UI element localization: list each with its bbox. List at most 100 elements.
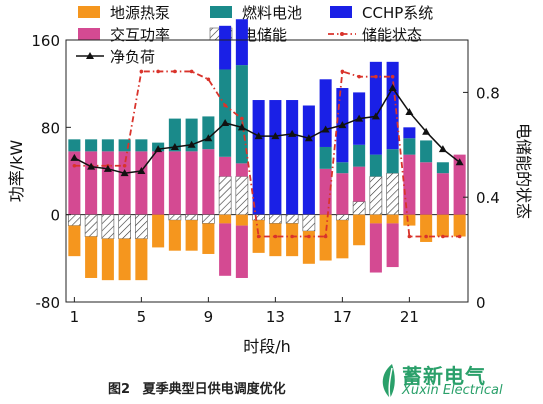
bar-fuel_cell-16 bbox=[319, 146, 332, 169]
bar-cchp-20 bbox=[386, 61, 399, 150]
bar-fuel_cell-23 bbox=[436, 162, 449, 174]
watermark-english: Xuxin Electrical bbox=[402, 383, 503, 398]
caption-number: 图2 bbox=[108, 382, 131, 397]
legend-swatch-cchp bbox=[330, 6, 352, 18]
legend-label-fuel_cell: 燃料电池 bbox=[242, 4, 302, 22]
y-tick-label-2: 80 bbox=[41, 119, 60, 137]
y-tick-label-3: 160 bbox=[31, 32, 60, 50]
bar-fuel_cell-1 bbox=[68, 139, 81, 152]
bar-ground_heat_pump-11 bbox=[235, 214, 248, 226]
bar-ground_heat_pump-13 bbox=[269, 223, 282, 257]
bar-exchange-10 bbox=[219, 156, 232, 177]
legend-marker-net_load bbox=[86, 52, 94, 59]
bar-fuel_cell-21 bbox=[403, 138, 416, 155]
soc-point-8 bbox=[189, 69, 194, 74]
soc-point-14 bbox=[290, 234, 294, 239]
bar-ground_heat_pump-14 bbox=[286, 223, 299, 257]
legend-marker-soc bbox=[340, 32, 344, 36]
bar-storage-11 bbox=[235, 176, 249, 215]
bar-storage-5 bbox=[135, 214, 148, 239]
bar-storage-13 bbox=[269, 214, 282, 224]
soc-point-9 bbox=[206, 77, 211, 82]
bar-ground_heat_pump-6 bbox=[152, 214, 165, 248]
plot-frame bbox=[65, 39, 469, 303]
y2-tick-label-2: 0.8 bbox=[476, 84, 500, 102]
net-load-point-21 bbox=[405, 108, 414, 116]
bar-ground_heat_pump-3 bbox=[101, 238, 114, 281]
bar-storage-9 bbox=[202, 214, 215, 224]
bar-fuel_cell-3 bbox=[101, 139, 114, 152]
bar-ground_heat_pump-1 bbox=[68, 225, 81, 257]
leaf-logo-icon bbox=[382, 364, 395, 399]
bar-exchange-11 bbox=[235, 163, 248, 177]
net-load-point-16 bbox=[321, 125, 330, 133]
bar-ground_heat_pump-15 bbox=[302, 231, 315, 264]
bar-exchange_neg-10 bbox=[219, 223, 232, 276]
bar-exchange_neg-20 bbox=[386, 223, 399, 268]
bar-ground_heat_pump-19 bbox=[369, 214, 382, 224]
y-tick-label-1: 0 bbox=[50, 207, 60, 225]
soc-point-15 bbox=[307, 234, 311, 239]
legend-swatch-ground_heat_pump bbox=[78, 6, 100, 18]
bar-exchange_neg-19 bbox=[369, 223, 382, 273]
net-load-point-23 bbox=[438, 145, 447, 153]
bar-storage-17 bbox=[336, 214, 349, 221]
bar-exchange-24 bbox=[453, 154, 466, 215]
bar-storage-19 bbox=[369, 176, 383, 215]
soc-point-22 bbox=[424, 234, 428, 239]
y2-tick-label-1: 0.4 bbox=[476, 189, 500, 207]
figure-caption: 图2 夏季典型日供电调度优化 bbox=[108, 378, 286, 397]
bar-ground_heat_pump-21 bbox=[403, 214, 416, 226]
legend-label-soc: 储能状态 bbox=[362, 26, 422, 44]
net-load-point-15 bbox=[304, 134, 313, 142]
bar-fuel_cell-22 bbox=[420, 140, 433, 163]
bar-storage-7 bbox=[168, 214, 182, 221]
bar-fuel_cell-7 bbox=[168, 118, 181, 152]
soc-point-19 bbox=[374, 74, 378, 79]
bar-fuel_cell-19 bbox=[369, 154, 382, 177]
net-load-point-3 bbox=[103, 164, 112, 172]
net-load-point-2 bbox=[87, 162, 96, 170]
soc-point-24 bbox=[457, 234, 462, 239]
net-load-point-11 bbox=[237, 123, 246, 131]
bar-exchange-3 bbox=[101, 151, 114, 215]
soc-point-20 bbox=[390, 74, 395, 79]
bar-exchange-9 bbox=[202, 149, 215, 215]
legend-swatch-exchange bbox=[78, 28, 100, 40]
bar-exchange-4 bbox=[118, 151, 131, 215]
watermark-chinese: 蓄新电气 bbox=[402, 364, 486, 388]
net-load-point-14 bbox=[288, 129, 297, 137]
legend-label-ground_heat_pump: 地源热泵 bbox=[110, 4, 170, 22]
net-load-point-9 bbox=[204, 134, 213, 142]
bar-fuel_cell-5 bbox=[135, 139, 148, 152]
net-load-point-10 bbox=[221, 118, 230, 126]
soc-point-12 bbox=[256, 234, 261, 239]
bar-ground_heat_pump-2 bbox=[85, 236, 98, 278]
soc-point-13 bbox=[273, 234, 278, 239]
net-load-point-12 bbox=[254, 132, 263, 140]
soc-point-11 bbox=[240, 116, 244, 121]
net-load-point-18 bbox=[355, 114, 364, 122]
bar-exchange_neg-11 bbox=[235, 225, 248, 278]
y-tick-label-0: -80 bbox=[36, 294, 61, 312]
x-tick-label-2: 9 bbox=[204, 308, 214, 326]
net-load-point-24 bbox=[455, 158, 464, 166]
legend-swatch-fuel_cell bbox=[210, 6, 232, 18]
x-tick-label-4: 17 bbox=[333, 308, 352, 326]
soc-point-10 bbox=[223, 103, 227, 108]
legend-label-cchp: CCHP系统 bbox=[362, 4, 433, 22]
bar-exchange-16 bbox=[319, 168, 332, 215]
net-load-point-8 bbox=[187, 140, 196, 148]
soc-point-4 bbox=[122, 163, 127, 168]
bar-fuel_cell-17 bbox=[336, 162, 349, 174]
soc-line bbox=[74, 70, 460, 238]
net-load-line bbox=[74, 86, 461, 174]
axes: -80 0 80 160 0 0.4 0.8 1 5 9 13 17 21 时段/h 功率/kW 电储能的状态 bbox=[7, 32, 533, 356]
bar-ground_heat_pump-5 bbox=[135, 238, 148, 281]
bar-storage-14 bbox=[285, 214, 299, 224]
soc-point-16 bbox=[323, 234, 328, 239]
soc-point-18 bbox=[357, 74, 361, 79]
bar-storage-1 bbox=[68, 214, 81, 226]
bar-exchange-7 bbox=[168, 151, 181, 215]
bar-cchp-14 bbox=[286, 100, 299, 215]
